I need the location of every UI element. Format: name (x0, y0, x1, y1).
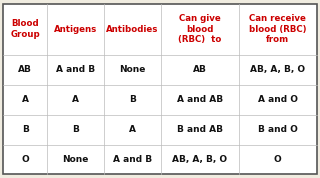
Text: AB: AB (18, 65, 32, 74)
Text: AB, A, B, O: AB, A, B, O (250, 65, 305, 74)
Text: AB: AB (193, 65, 207, 74)
Text: None: None (62, 155, 89, 164)
Text: AB, A, B, O: AB, A, B, O (172, 155, 228, 164)
Text: B: B (72, 125, 79, 134)
Text: Can receive
blood (RBC)
from: Can receive blood (RBC) from (249, 14, 307, 44)
Text: Antigens: Antigens (54, 25, 97, 34)
Text: A and B: A and B (113, 155, 152, 164)
Text: A: A (72, 95, 79, 104)
Text: B and O: B and O (258, 125, 298, 134)
Text: None: None (119, 65, 146, 74)
Text: O: O (21, 155, 29, 164)
Text: A and O: A and O (258, 95, 298, 104)
Text: B: B (129, 95, 136, 104)
Text: A: A (129, 125, 136, 134)
Text: Blood
Group: Blood Group (10, 20, 40, 39)
Text: A: A (22, 95, 28, 104)
Text: B: B (22, 125, 28, 134)
Text: A and AB: A and AB (177, 95, 223, 104)
Text: Antibodies: Antibodies (106, 25, 159, 34)
Text: O: O (274, 155, 282, 164)
Text: Can give
blood
(RBC)  to: Can give blood (RBC) to (178, 14, 221, 44)
Text: B and AB: B and AB (177, 125, 223, 134)
Text: A and B: A and B (56, 65, 95, 74)
